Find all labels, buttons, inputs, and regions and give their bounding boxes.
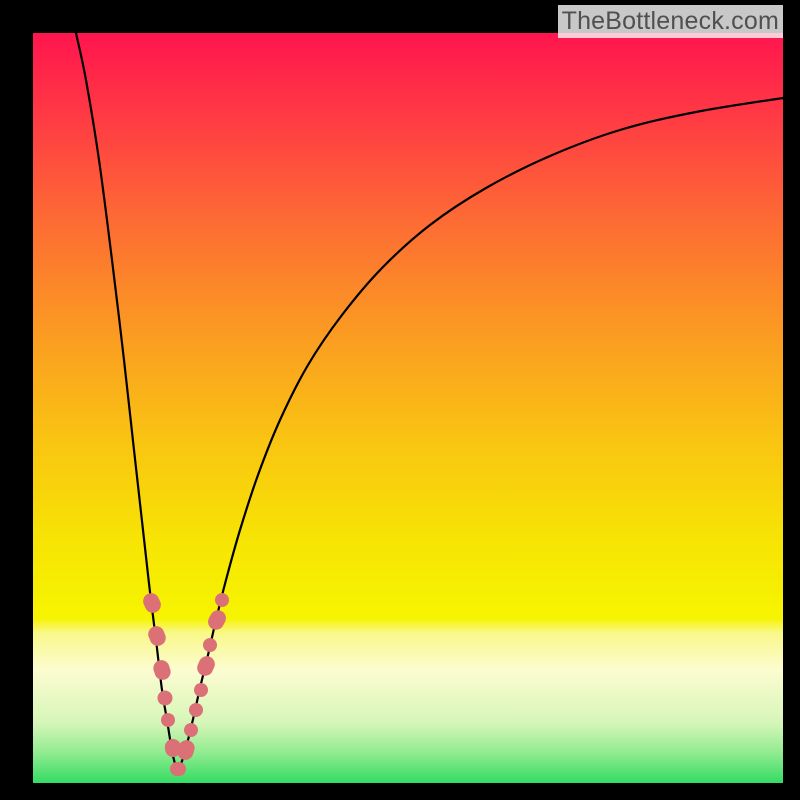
data-marker	[141, 591, 164, 616]
data-marker	[151, 658, 172, 682]
plot-area	[33, 33, 783, 783]
data-marker	[170, 762, 186, 776]
data-marker	[182, 721, 200, 739]
data-marker	[156, 689, 174, 707]
data-marker	[201, 636, 220, 655]
data-marker	[187, 701, 205, 719]
data-marker	[195, 654, 218, 679]
markers-layer	[33, 33, 783, 783]
data-marker	[160, 712, 176, 728]
data-marker	[205, 607, 229, 632]
chart-root: TheBottleneck.com	[0, 0, 800, 800]
data-marker	[146, 624, 168, 649]
watermark-text: TheBottleneck.com	[562, 7, 779, 35]
data-marker	[192, 681, 210, 699]
watermark-label: TheBottleneck.com	[558, 5, 783, 38]
data-marker	[212, 590, 231, 609]
